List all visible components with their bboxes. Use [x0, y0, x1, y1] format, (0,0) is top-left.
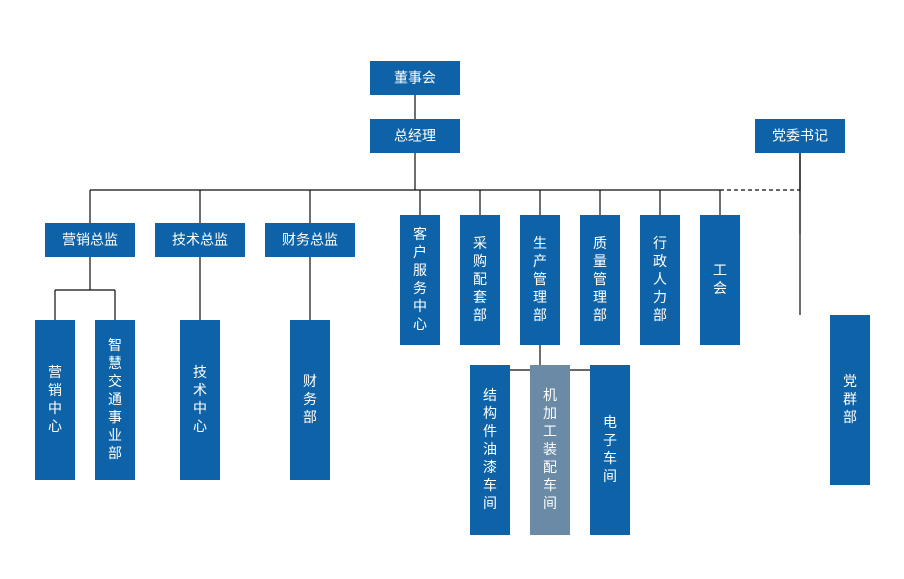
- node-workshop-mach: 机加工装配车间: [530, 365, 570, 535]
- node-quality: 质量管理部: [580, 215, 620, 345]
- node-label: 智慧交通事业部: [108, 337, 122, 461]
- org-chart: 董事会总经理 党委书记营销总监 技术总监 财务总监 客户服务中心 采购配套部 生产管理部 质量…: [0, 0, 904, 579]
- node-label: 财务部: [303, 373, 317, 425]
- node-mkt-center: 营销中心: [35, 320, 75, 480]
- node-label: 机加工装配车间: [543, 387, 557, 511]
- node-party-dept: 党群部: [830, 315, 870, 485]
- node-smart-tfc: 智慧交通事业部: [95, 320, 135, 480]
- node-tech-dir: 技术总监: [155, 223, 245, 257]
- node-fin-dir: 财务总监: [265, 223, 355, 257]
- node-cust-svc: 客户服务中心: [400, 215, 440, 345]
- node-union: 工会: [700, 215, 740, 345]
- node-tech-center: 技术中心: [180, 320, 220, 480]
- node-label: 生产管理部: [533, 235, 547, 323]
- node-fin-dept: 财务部: [290, 320, 330, 480]
- node-label: 技术总监: [172, 232, 228, 248]
- node-board: 董事会: [370, 61, 460, 95]
- node-admin-hr: 行政人力部: [640, 215, 680, 345]
- node-purchase: 采购配套部: [460, 215, 500, 345]
- node-label: 财务总监: [282, 232, 338, 248]
- node-workshop-elec: 电子车间: [590, 365, 630, 535]
- node-label: 党群部: [843, 373, 857, 425]
- node-gm: 总经理: [370, 119, 460, 153]
- node-prod-mgmt: 生产管理部: [520, 215, 560, 345]
- node-label: 结构件油漆车间: [483, 387, 497, 511]
- node-label: 党委书记: [772, 128, 828, 144]
- node-label: 董事会: [394, 70, 436, 86]
- node-label: 质量管理部: [593, 235, 607, 323]
- node-mkt-dir: 营销总监: [45, 223, 135, 257]
- nodes: 董事会总经理 党委书记营销总监 技术总监 财务总监 客户服务中心 采购配套部 生产管理部 质量…: [35, 61, 870, 535]
- node-label: 行政人力部: [653, 235, 667, 323]
- node-workshop-paint: 结构件油漆车间: [470, 365, 510, 535]
- node-label: 总经理: [394, 128, 436, 144]
- node-label: 营销总监: [62, 232, 118, 248]
- node-label: 采购配套部: [473, 235, 487, 323]
- node-party-sec: 党委书记: [755, 119, 845, 153]
